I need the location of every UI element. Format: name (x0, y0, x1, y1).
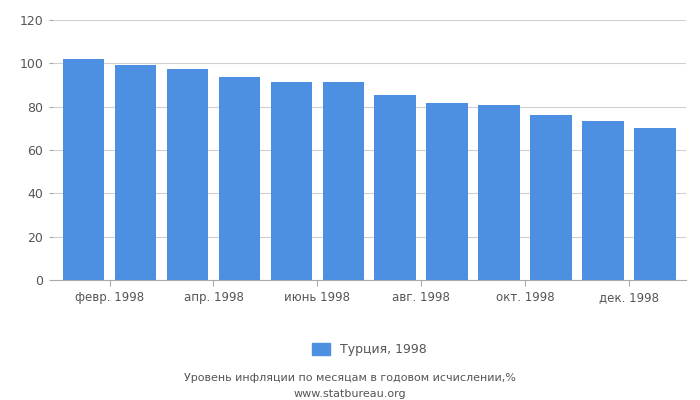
Text: Уровень инфляции по месяцам в годовом исчислении,%: Уровень инфляции по месяцам в годовом ис… (184, 373, 516, 383)
Bar (582, 121, 624, 280)
Bar (530, 115, 572, 280)
Bar (63, 59, 104, 280)
Bar (271, 82, 312, 280)
Bar (374, 95, 416, 280)
Text: www.statbureau.org: www.statbureau.org (294, 389, 406, 399)
Bar (426, 103, 468, 280)
Bar (323, 82, 364, 280)
Legend: Турция, 1998: Турция, 1998 (307, 338, 432, 361)
Bar (218, 77, 260, 280)
Bar (634, 128, 676, 280)
Bar (478, 105, 520, 280)
Bar (167, 69, 209, 280)
Bar (115, 65, 156, 280)
